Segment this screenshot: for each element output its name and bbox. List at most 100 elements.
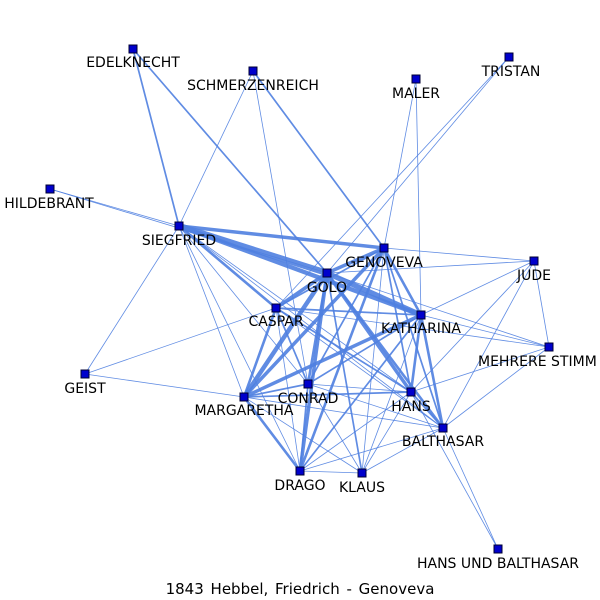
node-label-tristan: TRISTAN [481,64,541,80]
edge-hans-jude [410,260,535,393]
node-label-conrad: CONRAD [278,391,339,407]
edge-drago-klaus [299,470,363,474]
edge-caspar-conrad [275,307,309,385]
node-jude[interactable] [529,256,539,266]
edge-hans-mehrere [410,346,550,393]
node-golo[interactable] [322,268,332,278]
edge-katharina-margaretha [242,313,423,399]
node-label-geist: GEIST [64,381,106,397]
node-label-jude: JUDE [516,268,551,284]
node-label-drago: DRAGO [274,478,325,494]
edge-balthasar-hub [442,427,499,550]
edge-siegfried-conrad [178,225,309,385]
node-label-genoveva: GENOVEVA [345,255,423,271]
node-label-siegfried: SIEGFRIED [142,233,216,249]
edge-conrad-balthasar [307,383,444,429]
edge-genoveva-hans [383,247,412,393]
edge-siegfried-caspar [177,224,278,310]
node-mehrere[interactable] [544,342,554,352]
node-margaretha[interactable] [239,392,249,402]
edge-genoveva-balthasar [383,247,444,429]
edge-margaretha-drago [242,395,302,473]
node-maler[interactable] [411,74,421,84]
node-label-klaus: KLAUS [339,480,385,496]
node-klaus[interactable] [357,468,367,478]
edge-balthasar-drago [299,427,444,472]
node-schmerzenreich[interactable] [248,66,258,76]
node-geist[interactable] [80,369,90,379]
edge-conrad-drago [299,383,309,472]
edge-edelknecht-golo [132,48,328,274]
edge-genoveva-caspar [275,247,385,309]
node-edelknecht[interactable] [128,44,138,54]
edge-genoveva-jude [383,247,535,262]
edge-golo-klaus [326,272,363,474]
edge-caspar-mehrere [275,307,550,348]
edge-genoveva-katharina [382,246,423,317]
edge-katharina-klaus [361,314,422,474]
node-drago[interactable] [295,466,305,476]
edge-siegfried-margaretha [178,225,245,398]
edge-siegfried-katharina [176,223,424,318]
graph-caption: 1843 Hebbel, Friedrich - Genoveva [165,580,435,598]
edge-tristan-golo [326,56,510,274]
edge-balthasar-mehrere [442,346,550,429]
node-tristan[interactable] [504,52,514,62]
node-label-katharina: KATHARINA [381,321,461,337]
edge-golo-balthasar [325,271,445,430]
edge-golo-margaretha [241,270,330,400]
edge-hans-drago [299,391,412,472]
node-siegfried[interactable] [174,221,184,231]
node-label-golo: GOLO [307,280,347,296]
edge-margaretha-hans [243,391,412,398]
edge-conrad-klaus [307,383,363,474]
edge-golo-genoveva [325,246,386,275]
edge-genoveva-drago [298,246,386,473]
edge-margaretha-geist [84,373,245,398]
node-label-schmerzenreich: SCHMERZENREICH [187,78,319,94]
node-label-mehrere: MEHRERE STIMM [478,354,597,370]
edge-balthasar-klaus [361,427,444,474]
node-balthasar[interactable] [438,423,448,433]
edge-maler-genoveva [383,78,417,249]
node-hildebrant[interactable] [45,184,55,194]
edge-hans-klaus [361,391,412,474]
node-label-hub: HANS UND BALTHASAR [417,556,579,572]
node-katharina[interactable] [416,310,426,320]
edge-hans-hub [410,391,499,550]
edge-caspar-balthasar [275,307,444,429]
edge-schmerzenreich-conrad [252,70,309,385]
edge-margaretha-conrad [243,383,309,398]
edge-layer [49,48,550,550]
edge-siegfried-drago [178,225,301,472]
edge-jude-mehrere [533,260,550,348]
edge-caspar-margaretha [242,306,278,399]
edge-katharina-mehrere [420,314,550,348]
node-hub[interactable] [493,544,503,554]
edge-katharina-caspar [275,307,422,316]
node-caspar[interactable] [271,303,281,313]
edge-conrad-hans [307,383,412,393]
node-label-margaretha: MARGARETHA [194,403,293,419]
edge-siegfried-genoveva [177,224,386,250]
node-conrad[interactable] [303,379,313,389]
edge-siegfried-schmerzenreich [178,70,254,227]
node-label-hildebrant: HILDEBRANT [4,196,94,212]
edge-golo-drago [298,271,329,473]
node-label-balthasar: BALTHASAR [402,434,484,450]
edge-balthasar-jude [442,260,535,429]
edge-hans-balthasar [410,391,444,429]
node-genoveva[interactable] [379,243,389,253]
edge-schmerzenreich-genoveva [252,70,385,249]
edge-katharina-jude [420,260,535,316]
edge-maler-katharina [415,78,422,316]
node-label-caspar: CASPAR [248,314,303,330]
node-hans[interactable] [406,387,416,397]
edge-geist-caspar [84,307,277,375]
edge-genoveva-margaretha [242,246,386,399]
node-label-hans: HANS [391,399,431,415]
node-label-edelknecht: EDELKNECHT [86,55,180,71]
edge-golo-katharina [324,270,424,318]
edge-margaretha-balthasar [243,396,444,429]
